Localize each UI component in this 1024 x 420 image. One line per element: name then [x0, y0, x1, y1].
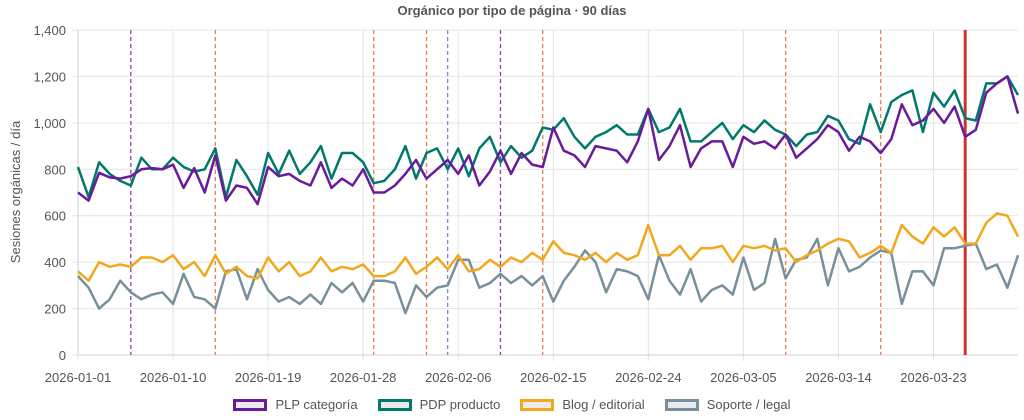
legend-item-blog[interactable]: Blog / editorial	[520, 397, 645, 412]
legend-swatch	[664, 398, 699, 411]
y-tick-label: 0	[59, 348, 66, 363]
y-tick-label: 200	[44, 302, 66, 317]
x-tick-label: 2026-02-15	[520, 370, 587, 385]
x-tick-label: 2026-03-23	[900, 370, 967, 385]
y-tick-label: 800	[44, 162, 66, 177]
legend-label: PLP categoría	[275, 397, 358, 412]
legend-item-soporte[interactable]: Soporte / legal	[664, 397, 791, 412]
x-tick-label: 2026-03-05	[710, 370, 777, 385]
y-tick-label: 400	[44, 255, 66, 270]
legend-label: Blog / editorial	[562, 397, 645, 412]
y-tick-label: 1,200	[33, 69, 66, 84]
y-tick-label: 600	[44, 209, 66, 224]
x-tick-label: 2026-03-14	[805, 370, 872, 385]
legend-item-plp[interactable]: PLP categoría	[233, 397, 358, 412]
legend-swatch	[377, 398, 412, 411]
x-tick-label: 2026-01-01	[45, 370, 112, 385]
x-tick-label: 2026-02-24	[615, 370, 682, 385]
x-tick-label: 2026-01-19	[235, 370, 302, 385]
y-axis-label: Sesiones orgánicas / día	[8, 120, 23, 263]
chart-title: Orgánico por tipo de página · 90 días	[398, 3, 627, 18]
legend: PLP categoría PDP producto Blog / editor…	[0, 397, 1024, 412]
legend-label: Soporte / legal	[706, 397, 791, 412]
y-tick-label: 1,400	[33, 23, 66, 38]
legend-swatch	[520, 398, 555, 411]
legend-label: PDP producto	[419, 397, 501, 412]
x-tick-label: 2026-01-10	[140, 370, 207, 385]
series-line	[77, 212, 1020, 282]
x-tick-label: 2026-02-06	[425, 370, 492, 385]
x-tick-label: 2026-01-28	[330, 370, 397, 385]
series-line	[77, 75, 1020, 206]
series-line	[76, 75, 1020, 199]
legend-swatch	[233, 398, 268, 411]
y-tick-label: 1,000	[33, 116, 66, 131]
legend-item-pdp[interactable]: PDP producto	[377, 397, 501, 412]
series-line	[77, 237, 1020, 315]
